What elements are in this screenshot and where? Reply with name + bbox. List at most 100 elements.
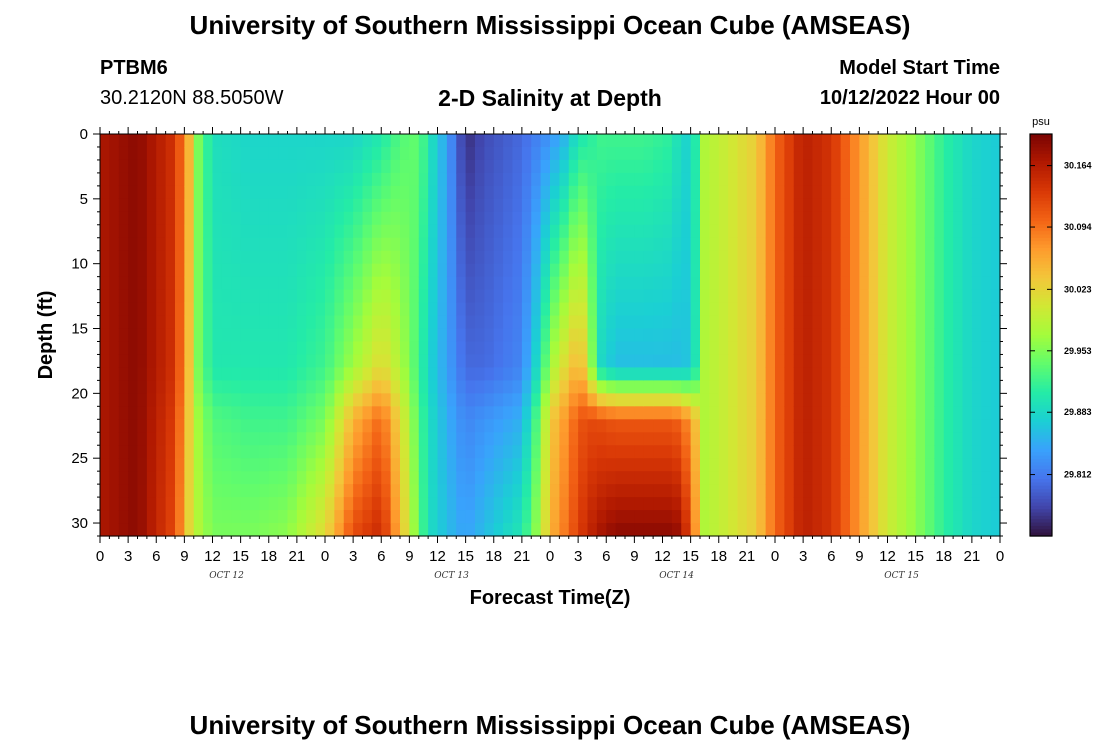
heatmap-cell — [831, 263, 842, 278]
heatmap-cell — [896, 198, 907, 213]
heatmap-cell — [390, 406, 401, 420]
heatmap-cell — [184, 432, 195, 446]
heatmap-cell — [521, 510, 532, 524]
heatmap-cell — [915, 380, 926, 394]
heatmap-cell — [718, 211, 729, 226]
heatmap-cell — [137, 341, 148, 356]
heatmap-cell — [465, 328, 476, 343]
heatmap-cell — [362, 134, 373, 148]
heatmap-cell — [184, 471, 195, 485]
heatmap-cell — [203, 406, 214, 420]
heatmap-cell — [240, 445, 251, 459]
heatmap-cell — [859, 211, 870, 226]
heatmap-cell — [812, 134, 823, 148]
heatmap-cell — [850, 146, 860, 161]
heatmap-cell — [690, 458, 701, 472]
heatmap-cell — [587, 367, 598, 381]
heatmap-cell — [428, 393, 439, 407]
heatmap-cell — [362, 445, 373, 459]
heatmap-cell — [231, 315, 242, 330]
heatmap-cell — [765, 432, 776, 446]
heatmap-cell — [587, 419, 598, 433]
heatmap-cell — [700, 471, 710, 485]
heatmap-cell — [681, 328, 692, 343]
heatmap-cell — [878, 315, 889, 330]
heatmap-cell — [643, 224, 654, 239]
heatmap-cell — [981, 523, 992, 537]
heatmap-cell — [859, 159, 870, 174]
heatmap-cell — [981, 250, 992, 265]
heatmap-cell — [765, 159, 776, 174]
colorbar-segment — [1030, 358, 1052, 363]
day-label: OCT 12 — [209, 571, 244, 581]
heatmap-cell — [896, 471, 907, 485]
heatmap-cell — [634, 419, 645, 433]
heatmap-cell — [193, 315, 204, 330]
heatmap-cell — [962, 237, 973, 252]
heatmap-cell — [671, 172, 682, 187]
heatmap-cell — [756, 328, 767, 343]
colorbar-segment — [1030, 505, 1052, 510]
heatmap-cell — [568, 185, 579, 200]
heatmap-cell — [446, 406, 457, 420]
colorbar-segment — [1030, 184, 1052, 189]
heatmap-cell — [578, 198, 589, 213]
heatmap-cell — [962, 224, 973, 239]
heatmap-cell — [475, 276, 485, 291]
heatmap-cell — [512, 497, 523, 511]
heatmap-cell — [625, 289, 635, 304]
heatmap-cell — [334, 237, 345, 252]
heatmap-cell — [587, 276, 598, 291]
heatmap-cell — [962, 250, 973, 265]
heatmap-cell — [756, 419, 767, 433]
heatmap-cell — [859, 263, 870, 278]
heatmap-cell — [615, 406, 626, 420]
heatmap-cell — [118, 458, 129, 472]
heatmap-cell — [803, 458, 814, 472]
heatmap-cell — [625, 458, 635, 472]
heatmap-cell — [381, 419, 392, 433]
heatmap-cell — [868, 302, 879, 317]
heatmap-cell — [503, 146, 514, 161]
heatmap-cell — [775, 432, 785, 446]
heatmap-cell — [212, 172, 223, 187]
heatmap-cell — [934, 510, 945, 524]
heatmap-cell — [831, 341, 842, 356]
heatmap-cell — [456, 185, 467, 200]
heatmap-cell — [671, 224, 682, 239]
heatmap-cell — [831, 289, 842, 304]
heatmap-cell — [550, 289, 560, 304]
heatmap-cell — [831, 367, 842, 381]
heatmap-cell — [512, 250, 523, 265]
heatmap-cell — [353, 263, 364, 278]
heatmap-cell — [109, 159, 120, 174]
heatmap-cell — [681, 471, 692, 485]
heatmap-cell — [859, 445, 870, 459]
heatmap-cell — [690, 302, 701, 317]
heatmap-cell — [428, 134, 439, 148]
heatmap-cell — [381, 367, 392, 381]
heatmap-cell — [746, 445, 757, 459]
heatmap-cell — [784, 250, 795, 265]
heatmap-cell — [381, 289, 392, 304]
colorbar-segment — [1030, 271, 1052, 276]
heatmap-cell — [334, 198, 345, 213]
heatmap-cell — [700, 497, 710, 511]
heatmap-cell — [840, 354, 851, 369]
heatmap-cell — [606, 406, 617, 420]
heatmap-cell — [709, 250, 720, 265]
heatmap-cell — [915, 185, 926, 200]
heatmap-cell — [278, 406, 289, 420]
heatmap-cell — [250, 224, 260, 239]
heatmap-cell — [643, 263, 654, 278]
x-tick-label: 3 — [799, 548, 807, 565]
heatmap-cell — [109, 432, 120, 446]
heatmap-cell — [493, 198, 504, 213]
heatmap-cell — [990, 250, 1001, 265]
heatmap-cell — [606, 380, 617, 394]
heatmap-cell — [540, 445, 551, 459]
heatmap-cell — [531, 134, 542, 148]
heatmap-cell — [887, 263, 898, 278]
heatmap-cell — [643, 367, 654, 381]
heatmap-cell — [128, 250, 139, 265]
